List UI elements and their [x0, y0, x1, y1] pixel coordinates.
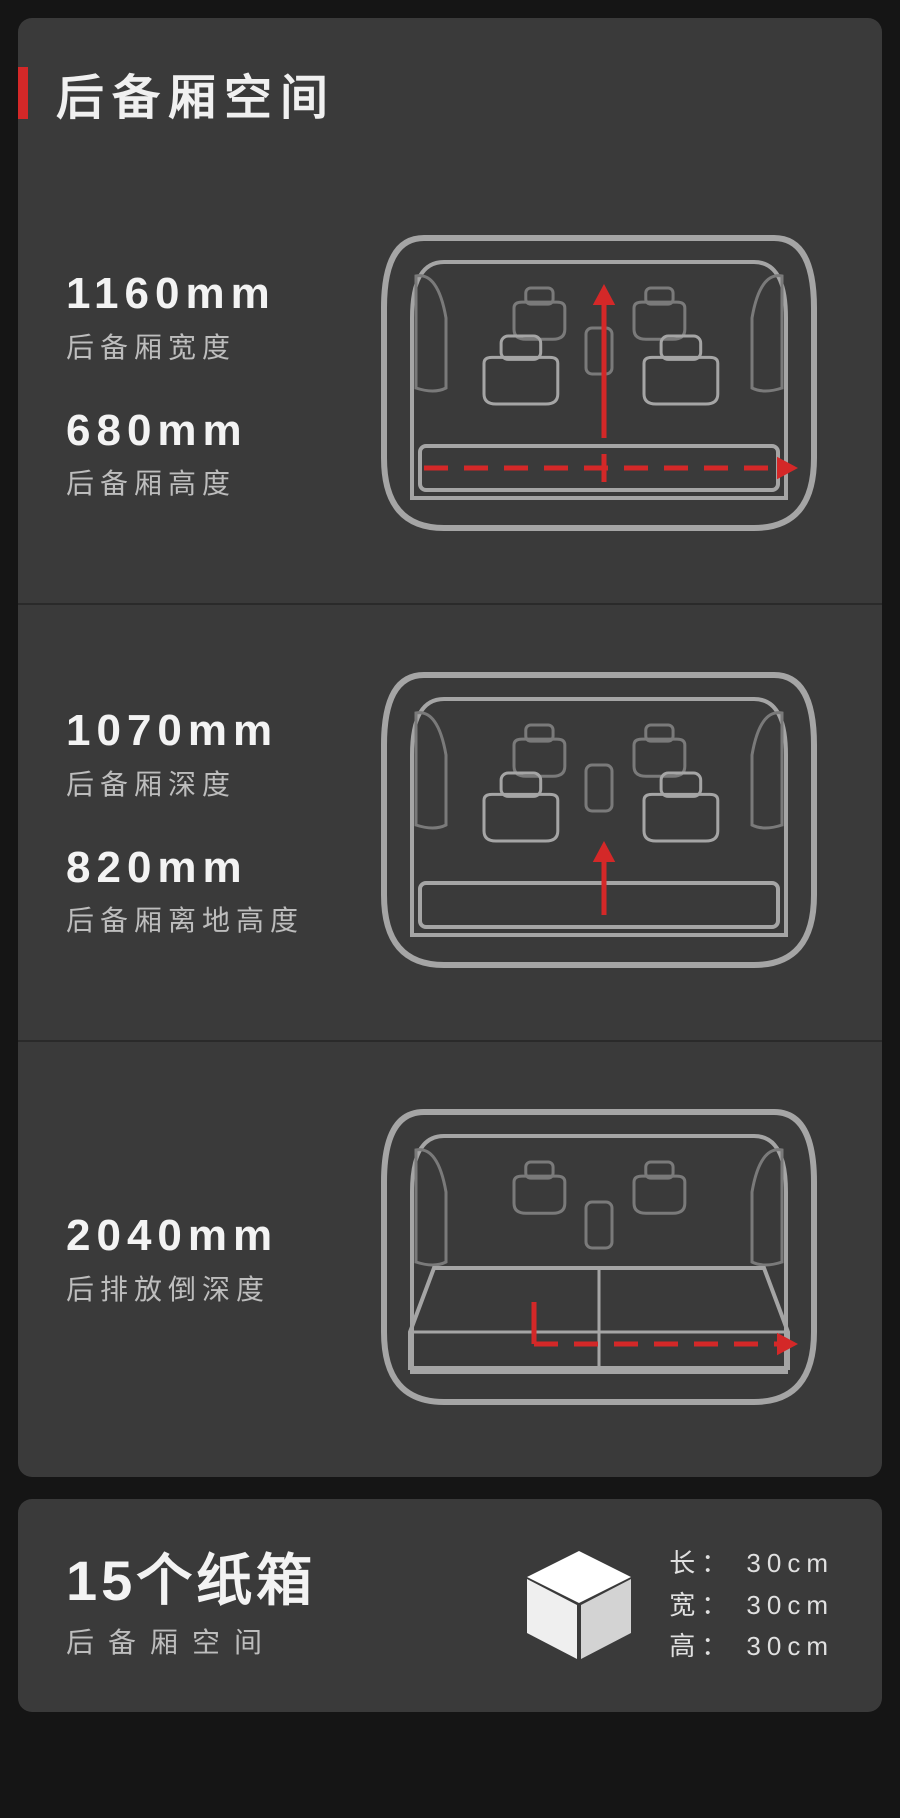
- measure-block: 2040mm 后排放倒深度: [66, 1211, 278, 1308]
- measure-value: 680mm: [66, 406, 276, 457]
- box-dim-length: 长： 30cm: [669, 1543, 834, 1585]
- measure-value: 820mm: [66, 843, 304, 894]
- measure-label: 后备厢离地高度: [66, 899, 304, 939]
- measure-value: 2040mm: [66, 1211, 278, 1262]
- box-dim-height: 高： 30cm: [669, 1626, 834, 1668]
- page-title: 后备厢空间: [56, 58, 336, 128]
- measure-label: 后备厢高度: [66, 462, 276, 502]
- footer-label: 后备厢空间: [66, 1621, 489, 1661]
- box-dim-width: 宽： 30cm: [669, 1585, 834, 1627]
- box-dimensions: 长： 30cm 宽： 30cm 高： 30cm: [669, 1543, 834, 1668]
- measure-column: 2040mm 后排放倒深度: [66, 1211, 278, 1308]
- header: 后备厢空间: [18, 18, 882, 168]
- footer-text: 15个纸箱 后备厢空间: [66, 1550, 489, 1662]
- measure-value: 1070mm: [66, 706, 304, 757]
- measure-block: 680mm 后备厢高度: [66, 406, 276, 503]
- footer-value: 15个纸箱: [66, 1550, 489, 1612]
- spec-panel: 2040mm 后排放倒深度: [18, 1040, 882, 1477]
- trunk-diagram: [364, 655, 834, 990]
- spec-panel: 1160mm 后备厢宽度 680mm 后备厢高度: [18, 168, 882, 603]
- measure-block: 1070mm 后备厢深度: [66, 706, 304, 803]
- measure-block: 820mm 后备厢离地高度: [66, 843, 304, 940]
- accent-bar: [18, 67, 28, 119]
- measure-label: 后排放倒深度: [66, 1268, 278, 1308]
- cube-icon: [519, 1543, 639, 1668]
- measure-label: 后备厢深度: [66, 763, 304, 803]
- measure-block: 1160mm 后备厢宽度: [66, 269, 276, 366]
- main-card: 后备厢空间 1160mm 后备厢宽度 680mm 后备厢高度 1070mm 后备厢深度 8…: [18, 18, 882, 1477]
- trunk-diagram: [364, 218, 834, 553]
- measure-value: 1160mm: [66, 269, 276, 320]
- measure-column: 1070mm 后备厢深度 820mm 后备厢离地高度: [66, 706, 304, 939]
- measure-label: 后备厢宽度: [66, 326, 276, 366]
- measure-column: 1160mm 后备厢宽度 680mm 后备厢高度: [66, 269, 276, 502]
- footer-card: 15个纸箱 后备厢空间 长： 30cm 宽： 30cm 高： 30cm: [18, 1499, 882, 1712]
- trunk-diagram: [364, 1092, 834, 1427]
- spec-panel: 1070mm 后备厢深度 820mm 后备厢离地高度: [18, 603, 882, 1040]
